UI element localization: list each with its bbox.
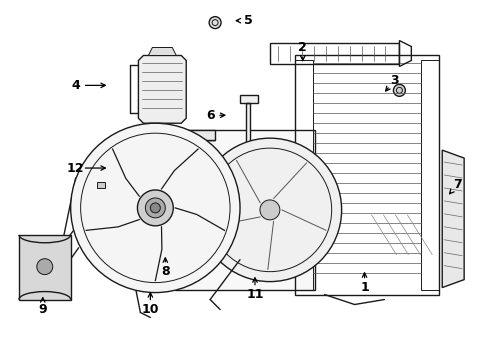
Text: 3: 3: [390, 74, 399, 87]
Circle shape: [260, 200, 280, 220]
Text: 4: 4: [71, 79, 80, 92]
Polygon shape: [442, 150, 464, 288]
Text: 7: 7: [453, 179, 462, 192]
Circle shape: [137, 190, 173, 226]
Text: 10: 10: [142, 303, 159, 316]
Circle shape: [198, 138, 342, 282]
Text: 11: 11: [246, 288, 264, 301]
Text: 1: 1: [360, 281, 369, 294]
Text: 9: 9: [39, 303, 47, 316]
Polygon shape: [240, 95, 258, 168]
Circle shape: [37, 259, 53, 275]
Text: 12: 12: [67, 162, 84, 175]
Text: 6: 6: [206, 109, 215, 122]
Bar: [97, 182, 104, 188]
Circle shape: [209, 17, 221, 28]
Text: 2: 2: [298, 41, 307, 54]
Polygon shape: [148, 48, 176, 55]
Circle shape: [150, 203, 160, 213]
Polygon shape: [138, 55, 186, 123]
Polygon shape: [175, 130, 215, 150]
Circle shape: [146, 198, 165, 218]
Circle shape: [71, 123, 240, 293]
Polygon shape: [175, 150, 181, 190]
Polygon shape: [175, 130, 315, 289]
Text: 5: 5: [244, 14, 252, 27]
Circle shape: [393, 84, 405, 96]
Polygon shape: [19, 235, 71, 300]
Text: 8: 8: [161, 265, 170, 278]
